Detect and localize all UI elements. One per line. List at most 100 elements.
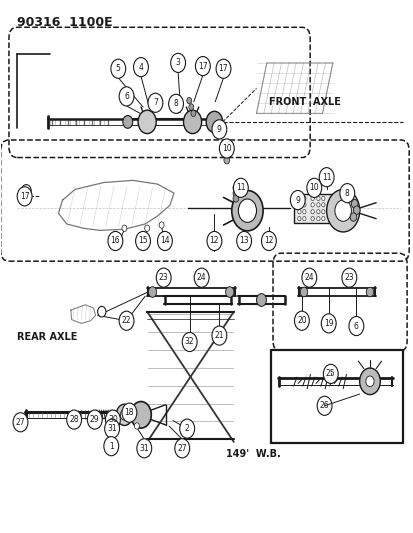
Circle shape: [353, 206, 359, 214]
Circle shape: [321, 216, 324, 221]
Circle shape: [147, 93, 162, 112]
Circle shape: [223, 146, 229, 154]
Text: 11: 11: [321, 173, 331, 182]
Circle shape: [302, 203, 305, 207]
Text: 14: 14: [160, 237, 169, 246]
Circle shape: [320, 314, 335, 333]
Circle shape: [211, 120, 226, 139]
Text: 25: 25: [325, 369, 335, 378]
Circle shape: [122, 225, 127, 231]
Text: 12: 12: [263, 237, 273, 246]
Text: 29: 29: [90, 415, 100, 424]
Circle shape: [21, 184, 31, 197]
Text: 24: 24: [304, 273, 313, 282]
Circle shape: [119, 311, 134, 330]
Circle shape: [159, 222, 164, 228]
Circle shape: [122, 403, 137, 422]
Circle shape: [186, 98, 191, 104]
Circle shape: [108, 231, 123, 251]
Circle shape: [216, 59, 230, 78]
FancyBboxPatch shape: [270, 350, 402, 443]
Circle shape: [104, 437, 119, 456]
Text: 2: 2: [184, 424, 189, 433]
Circle shape: [134, 423, 139, 429]
Circle shape: [183, 110, 201, 134]
FancyBboxPatch shape: [293, 193, 332, 223]
Text: 9: 9: [216, 125, 221, 134]
Circle shape: [365, 376, 373, 386]
Circle shape: [326, 189, 359, 232]
Circle shape: [261, 231, 275, 251]
Circle shape: [104, 419, 119, 438]
Circle shape: [211, 326, 226, 345]
Circle shape: [302, 196, 305, 200]
Text: 30: 30: [108, 415, 118, 424]
Text: 1: 1: [109, 442, 114, 451]
Circle shape: [195, 56, 210, 76]
Text: 8: 8: [173, 99, 178, 108]
Circle shape: [133, 58, 148, 77]
Circle shape: [302, 216, 305, 221]
Circle shape: [223, 157, 229, 164]
Circle shape: [310, 203, 313, 207]
Text: 16: 16: [110, 237, 120, 246]
Text: 15: 15: [138, 237, 147, 246]
Circle shape: [148, 287, 156, 297]
Circle shape: [339, 183, 354, 203]
Circle shape: [66, 410, 81, 429]
Circle shape: [299, 287, 307, 297]
Text: 32: 32: [185, 337, 194, 346]
Circle shape: [116, 404, 133, 425]
Circle shape: [23, 195, 29, 203]
Text: REAR AXLE: REAR AXLE: [17, 332, 77, 342]
Circle shape: [123, 116, 133, 128]
Circle shape: [111, 59, 126, 78]
Circle shape: [316, 396, 331, 415]
Text: 5: 5: [116, 64, 121, 73]
Circle shape: [297, 196, 300, 200]
Circle shape: [310, 209, 313, 214]
Circle shape: [233, 195, 238, 202]
Circle shape: [87, 410, 102, 429]
Circle shape: [190, 110, 195, 117]
Circle shape: [321, 196, 324, 200]
Circle shape: [170, 53, 185, 72]
Text: 26: 26: [319, 401, 329, 410]
Circle shape: [348, 317, 363, 336]
Circle shape: [306, 178, 321, 197]
Circle shape: [256, 294, 266, 306]
Circle shape: [206, 111, 222, 133]
Text: 17: 17: [218, 64, 228, 73]
Text: 8: 8: [344, 189, 349, 198]
Text: 19: 19: [323, 319, 333, 328]
Circle shape: [13, 413, 28, 432]
Circle shape: [290, 190, 304, 209]
Circle shape: [238, 199, 256, 222]
Circle shape: [138, 110, 156, 134]
Circle shape: [216, 126, 221, 133]
Text: 31: 31: [139, 444, 149, 453]
Circle shape: [233, 178, 248, 197]
Text: 27: 27: [16, 418, 25, 427]
Circle shape: [341, 268, 356, 287]
Circle shape: [297, 203, 300, 207]
Circle shape: [206, 231, 221, 251]
Circle shape: [316, 209, 319, 214]
Circle shape: [316, 203, 319, 207]
Circle shape: [323, 365, 337, 383]
Circle shape: [233, 189, 238, 197]
Text: 11: 11: [235, 183, 245, 192]
Circle shape: [135, 231, 150, 251]
Circle shape: [219, 139, 234, 158]
Circle shape: [321, 209, 324, 214]
Circle shape: [194, 268, 209, 287]
Text: 7: 7: [153, 98, 157, 107]
Circle shape: [174, 439, 189, 458]
Circle shape: [225, 287, 233, 297]
Circle shape: [297, 216, 300, 221]
Circle shape: [316, 216, 319, 221]
Circle shape: [223, 151, 229, 159]
Circle shape: [182, 333, 197, 352]
Circle shape: [17, 187, 32, 206]
Circle shape: [188, 104, 193, 110]
